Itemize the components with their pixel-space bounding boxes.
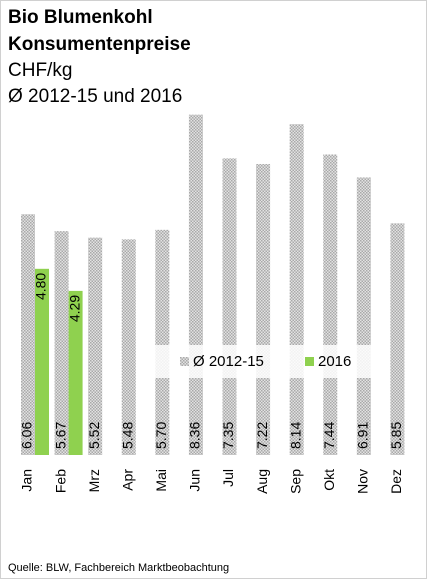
x-tick-label: Okt — [321, 469, 337, 491]
bar — [390, 223, 405, 455]
x-tick-label: Mrz — [86, 469, 102, 492]
x-tick-label: Sep — [287, 469, 303, 494]
x-tick-label: Aug — [254, 469, 270, 494]
x-tick-label: Jun — [187, 469, 203, 492]
chart-title: Bio Blumenkohl — [8, 7, 153, 28]
bar — [289, 124, 304, 456]
bar — [21, 214, 35, 455]
value-label: 5.52 — [86, 422, 102, 449]
source: Quelle: BLW, Fachbereich Marktbeobachtun… — [8, 562, 229, 574]
bar — [35, 268, 49, 455]
value-label: 6.06 — [19, 422, 35, 449]
value-label: 6.91 — [355, 422, 371, 449]
x-tick-label: Apr — [119, 469, 135, 491]
value-label: 8.14 — [287, 422, 303, 449]
x-tick-label: Nov — [355, 469, 371, 494]
bar — [222, 158, 237, 455]
legend: Ø 2012-15 2016 — [150, 345, 385, 378]
legend-swatch — [305, 357, 314, 366]
legend-label: Ø 2012-15 — [193, 353, 264, 370]
bar — [323, 154, 338, 456]
legend-swatch — [180, 357, 189, 366]
bar — [188, 114, 203, 456]
bar — [68, 290, 83, 455]
value-label: 8.36 — [187, 422, 203, 449]
unit: CHF/kg — [8, 60, 72, 81]
value-label: 4.80 — [33, 273, 49, 300]
note: Ø 2012-15 und 2016 — [8, 86, 182, 107]
x-tick-label: Jan — [19, 469, 35, 492]
bar — [155, 229, 170, 455]
x-tick-label: Mai — [153, 469, 169, 492]
bar — [121, 239, 136, 455]
legend-box — [150, 345, 385, 378]
value-label: 5.85 — [388, 422, 404, 449]
bar — [54, 231, 69, 455]
x-tick-label: Jul — [220, 469, 236, 487]
legend-label: 2016 — [318, 353, 351, 370]
bar — [356, 177, 371, 455]
value-label: 7.22 — [254, 422, 270, 449]
bar — [256, 164, 271, 456]
bar — [88, 237, 103, 455]
x-tick-label: Dez — [388, 469, 404, 494]
chart-subtitle: Konsumentenpreise — [8, 34, 191, 55]
value-label: 5.70 — [153, 422, 169, 449]
value-label: 7.35 — [220, 422, 236, 449]
value-label: 5.48 — [119, 422, 135, 449]
value-label: 4.29 — [66, 295, 82, 322]
value-label: 7.44 — [321, 422, 337, 449]
x-tick-label: Feb — [52, 469, 68, 493]
value-label: 5.67 — [52, 422, 68, 449]
